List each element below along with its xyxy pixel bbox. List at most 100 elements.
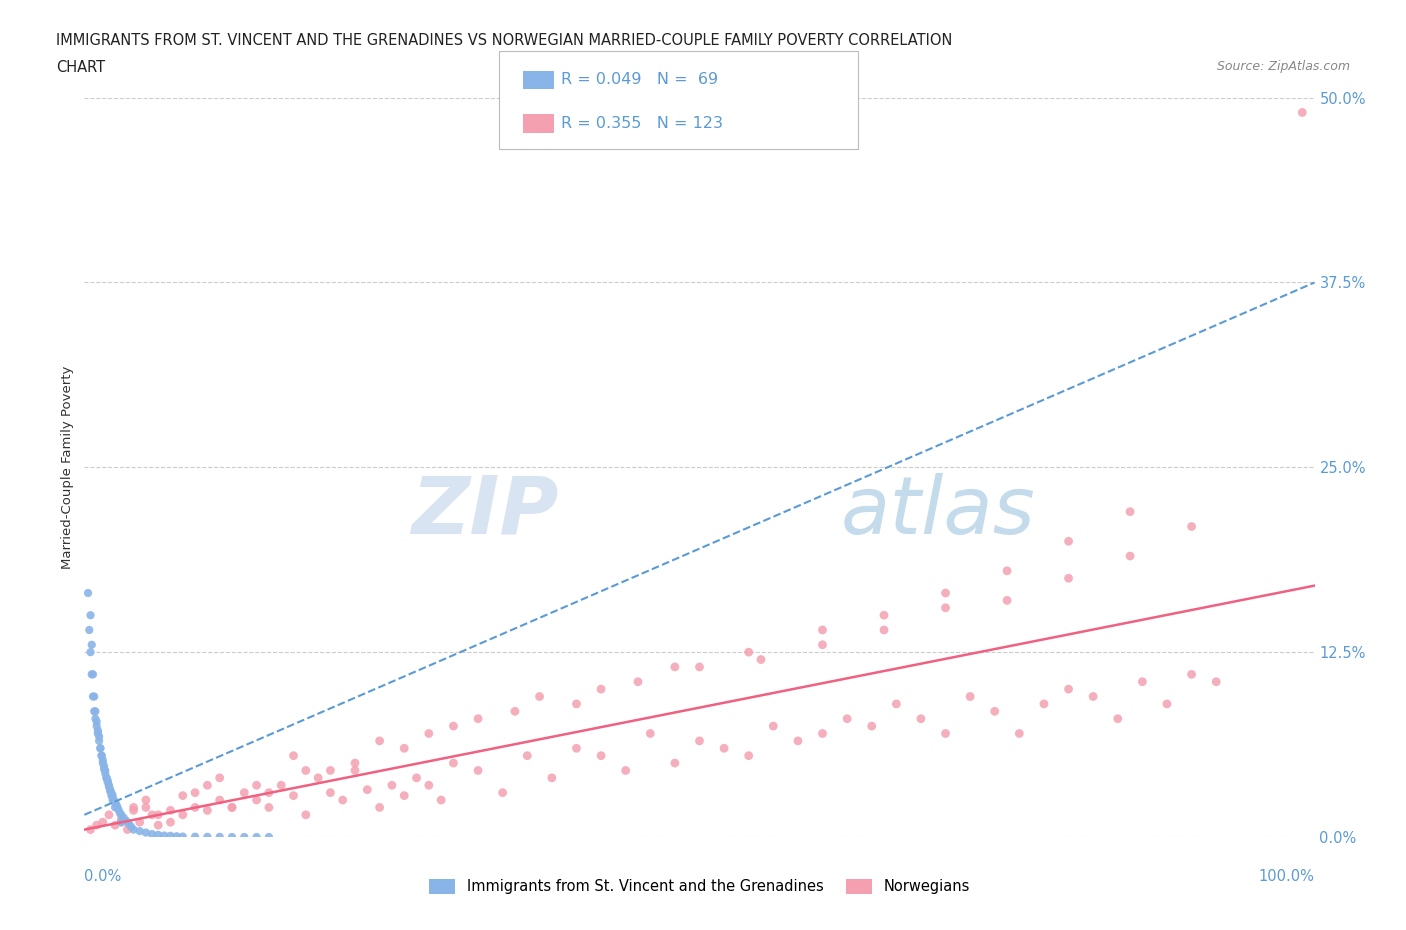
Point bbox=[159, 815, 181, 830]
Point bbox=[98, 779, 121, 794]
Point bbox=[100, 788, 122, 803]
Point bbox=[77, 586, 100, 601]
Point bbox=[1057, 571, 1080, 586]
Point bbox=[959, 689, 981, 704]
Point bbox=[319, 763, 342, 777]
Point bbox=[319, 785, 342, 800]
Point bbox=[221, 800, 243, 815]
Point bbox=[283, 788, 305, 803]
Point bbox=[118, 817, 141, 831]
Point bbox=[141, 827, 163, 842]
Point bbox=[83, 704, 105, 719]
Point bbox=[89, 734, 111, 749]
Point bbox=[1107, 711, 1129, 726]
Point bbox=[541, 770, 564, 785]
Point bbox=[80, 667, 103, 682]
Point bbox=[233, 830, 256, 844]
Point bbox=[257, 830, 280, 844]
Point bbox=[1205, 674, 1227, 689]
Point bbox=[467, 711, 489, 726]
Point bbox=[98, 777, 121, 792]
Point bbox=[246, 777, 269, 792]
Point bbox=[135, 800, 157, 815]
Point bbox=[503, 704, 526, 719]
Point bbox=[104, 817, 127, 832]
Point bbox=[104, 795, 127, 810]
Point bbox=[860, 719, 883, 734]
Point bbox=[94, 763, 117, 777]
Legend: Immigrants from St. Vincent and the Grenadines, Norwegians: Immigrants from St. Vincent and the Gren… bbox=[423, 873, 976, 900]
Point bbox=[565, 697, 588, 711]
Point bbox=[837, 711, 859, 726]
Point bbox=[79, 608, 101, 623]
Point bbox=[110, 815, 132, 830]
Point bbox=[135, 825, 157, 840]
Y-axis label: Married-Couple Family Poverty: Married-Couple Family Poverty bbox=[60, 365, 75, 569]
Point bbox=[591, 749, 613, 764]
Point bbox=[89, 729, 111, 744]
Point bbox=[112, 810, 135, 825]
Point bbox=[80, 637, 103, 652]
Point bbox=[811, 726, 834, 741]
Point bbox=[208, 830, 231, 844]
Point bbox=[184, 785, 207, 800]
Point bbox=[87, 724, 110, 738]
Point bbox=[128, 815, 150, 830]
Point bbox=[83, 689, 105, 704]
Point bbox=[1008, 726, 1031, 741]
Point bbox=[257, 785, 280, 800]
Point bbox=[117, 822, 139, 837]
Text: atlas: atlas bbox=[841, 472, 1036, 551]
Point bbox=[295, 807, 318, 822]
Point bbox=[166, 829, 188, 844]
Point bbox=[689, 659, 711, 674]
Point bbox=[1033, 697, 1056, 711]
Point bbox=[108, 803, 131, 817]
Point bbox=[104, 800, 127, 815]
Point bbox=[135, 792, 157, 807]
Point bbox=[89, 741, 111, 756]
Point bbox=[79, 644, 101, 659]
Point bbox=[627, 674, 650, 689]
Point bbox=[91, 815, 114, 830]
Point bbox=[762, 719, 785, 734]
Point bbox=[141, 807, 163, 822]
Point bbox=[307, 770, 329, 785]
Point bbox=[886, 697, 908, 711]
Point bbox=[122, 803, 145, 817]
Point bbox=[640, 726, 662, 741]
Point bbox=[614, 763, 637, 777]
Point bbox=[84, 704, 107, 719]
Point bbox=[689, 734, 711, 749]
Point bbox=[492, 785, 515, 800]
Point bbox=[418, 777, 440, 792]
Text: ZIP: ZIP bbox=[411, 472, 558, 551]
Point bbox=[98, 782, 121, 797]
Point bbox=[664, 659, 686, 674]
Point bbox=[295, 763, 318, 777]
Point bbox=[873, 622, 896, 637]
Point bbox=[713, 741, 735, 756]
Point bbox=[664, 755, 686, 770]
Point bbox=[93, 759, 115, 774]
Point bbox=[516, 749, 538, 764]
Point bbox=[97, 774, 120, 789]
Point bbox=[96, 770, 118, 785]
Point bbox=[79, 622, 101, 637]
Point bbox=[153, 828, 176, 843]
Point bbox=[208, 792, 231, 807]
Point bbox=[430, 792, 453, 807]
Point bbox=[148, 807, 170, 822]
Point bbox=[84, 711, 107, 726]
Point bbox=[110, 815, 132, 830]
Point bbox=[115, 814, 138, 829]
Point bbox=[246, 792, 269, 807]
Point bbox=[467, 763, 489, 777]
Point bbox=[995, 564, 1018, 578]
Point bbox=[82, 667, 104, 682]
Point bbox=[172, 788, 194, 803]
Point bbox=[91, 755, 114, 770]
Point bbox=[159, 829, 181, 844]
Point bbox=[787, 734, 810, 749]
Text: R = 0.355   N = 123: R = 0.355 N = 123 bbox=[561, 116, 723, 131]
